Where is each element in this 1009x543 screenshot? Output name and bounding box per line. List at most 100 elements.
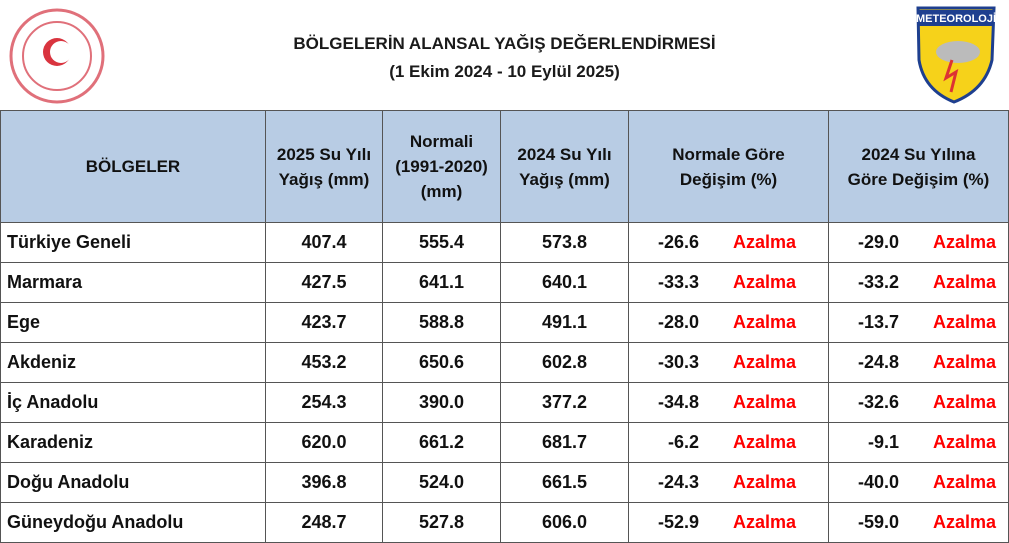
value-cell: 681.7: [500, 422, 629, 463]
change-value: -9.1: [867, 432, 899, 452]
value-cell: 254.3: [265, 382, 383, 423]
value-cell: 573.8: [500, 222, 629, 263]
value-cell: 524.0: [382, 462, 501, 503]
change-value: -52.9: [657, 512, 699, 532]
region-name: Karadeniz: [0, 422, 266, 463]
change-status: Azalma: [733, 312, 797, 332]
logo-text: METEOROLOJİ: [916, 12, 996, 25]
change-value: -6.2: [667, 432, 699, 452]
change: -33.3 Azalma: [629, 272, 828, 293]
header-line: Normale Göre: [672, 144, 785, 164]
change-value: -29.0: [857, 232, 899, 252]
change-value: -33.3: [657, 272, 699, 292]
change-cell: -28.0 Azalma: [628, 302, 829, 343]
header-line: BÖLGELER: [85, 157, 181, 176]
value-cell: 427.5: [265, 262, 383, 303]
value-cell: 407.4: [265, 222, 383, 263]
change: -52.9 Azalma: [629, 512, 828, 533]
header-line: Yağış (mm): [519, 169, 610, 189]
change-value: -24.8: [857, 352, 899, 372]
change: -30.3 Azalma: [629, 352, 828, 373]
change-value: -26.6: [657, 232, 699, 252]
change-value: -32.6: [857, 392, 899, 412]
change: -29.0 Azalma: [829, 232, 1008, 253]
value-cell: 453.2: [265, 342, 383, 383]
value-cell: 606.0: [500, 502, 629, 543]
change-cell: -6.2 Azalma: [628, 422, 829, 463]
change: -24.8 Azalma: [829, 352, 1008, 373]
table-row: Ege 423.7 588.8 491.1 -28.0 Azalma -13.7 Azalma: [0, 302, 1009, 343]
header-line: 2025 Su Yılı: [276, 144, 372, 164]
change-value: -24.3: [657, 472, 699, 492]
change-cell: -59.0 Azalma: [828, 502, 1009, 543]
change-status: Azalma: [933, 312, 997, 332]
change-cell: -13.7 Azalma: [828, 302, 1009, 343]
change-status: Azalma: [933, 472, 997, 492]
header-line: Yağış (mm): [278, 169, 370, 189]
change-cell: -33.2 Azalma: [828, 262, 1009, 303]
column-header: Normale Göre Değişim (%): [628, 110, 829, 223]
value-cell: 396.8: [265, 462, 383, 503]
value-cell: 423.7: [265, 302, 383, 343]
change: -33.2 Azalma: [829, 272, 1008, 293]
header-line: (mm): [420, 182, 463, 201]
column-header: 2024 Su Yılına Göre Değişim (%): [828, 110, 1009, 223]
change-value: -28.0: [657, 312, 699, 332]
change-cell: -30.3 Azalma: [628, 342, 829, 383]
change: -9.1 Azalma: [829, 432, 1008, 453]
change: -32.6 Azalma: [829, 392, 1008, 413]
title: BÖLGELERİN ALANSAL YAĞIŞ DEĞERLENDİRMESİ: [293, 34, 716, 53]
change-status: Azalma: [733, 472, 797, 492]
table-row: İç Anadolu 254.3 390.0 377.2 -34.8 Azalma -32.…: [0, 382, 1009, 423]
change-status: Azalma: [733, 392, 797, 412]
value-cell: 640.1: [500, 262, 629, 303]
table-row: Doğu Anadolu 396.8 524.0 661.5 -24.3 Azalma -4…: [0, 462, 1009, 503]
change: -59.0 Azalma: [829, 512, 1008, 533]
change-cell: -26.6 Azalma: [628, 222, 829, 263]
region-name: Marmara: [0, 262, 266, 303]
change-cell: -33.3 Azalma: [628, 262, 829, 303]
column-header: BÖLGELER: [0, 110, 266, 223]
change-value: -30.3: [657, 352, 699, 372]
value-cell: 641.1: [382, 262, 501, 303]
region-name: Akdeniz: [0, 342, 266, 383]
change: -40.0 Azalma: [829, 472, 1008, 493]
change-cell: -24.3 Azalma: [628, 462, 829, 503]
change-status: Azalma: [733, 512, 797, 532]
change-status: Azalma: [933, 392, 997, 412]
change: -24.3 Azalma: [629, 472, 828, 493]
header-line: Normali: [409, 132, 474, 151]
value-cell: 377.2: [500, 382, 629, 423]
change: -26.6 Azalma: [629, 232, 828, 253]
change-cell: -24.8 Azalma: [828, 342, 1009, 383]
header-line: (1991-2020): [395, 157, 488, 176]
column-header: Normali (1991-2020) (mm): [382, 110, 501, 223]
value-cell: 650.6: [382, 342, 501, 383]
change-cell: -34.8 Azalma: [628, 382, 829, 423]
table-row: Karadeniz 620.0 661.2 681.7 -6.2 Azalma -9.1 Az…: [0, 422, 1009, 463]
change-value: -33.2: [857, 272, 899, 292]
change: -13.7 Azalma: [829, 312, 1008, 333]
change-status: Azalma: [933, 432, 997, 452]
change-status: Azalma: [933, 512, 997, 532]
region-name: Doğu Anadolu: [0, 462, 266, 503]
value-cell: 390.0: [382, 382, 501, 423]
logos: METEOROLOJİ: [9, 6, 996, 104]
value-cell: 602.8: [500, 342, 629, 383]
change-status: Azalma: [933, 272, 997, 292]
rainfall-table: BÖLGELER 2025 Su Yılı Yağış (mm) Normali (19…: [0, 110, 1009, 543]
change-cell: -40.0 Azalma: [828, 462, 1009, 503]
region-name: İç Anadolu: [0, 382, 266, 423]
header-row: BÖLGELER 2025 Su Yılı Yağış (mm) Normali (19…: [0, 110, 1009, 223]
value-cell: 620.0: [265, 422, 383, 463]
table-row: Akdeniz 453.2 650.6 602.8 -30.3 Azalma -24.8 Az…: [0, 342, 1009, 383]
change-status: Azalma: [933, 232, 997, 252]
change: -34.8 Azalma: [629, 392, 828, 413]
header-line: Göre Değişim (%): [847, 169, 990, 189]
change-status: Azalma: [733, 232, 797, 252]
header-line: 2024 Su Yılına: [861, 144, 976, 164]
change-value: -34.8: [657, 392, 699, 412]
header: METEOROLOJİ BÖLGELERİN ALANSAL YAĞIŞ DEĞ…: [0, 0, 1009, 110]
value-cell: 661.2: [382, 422, 501, 463]
